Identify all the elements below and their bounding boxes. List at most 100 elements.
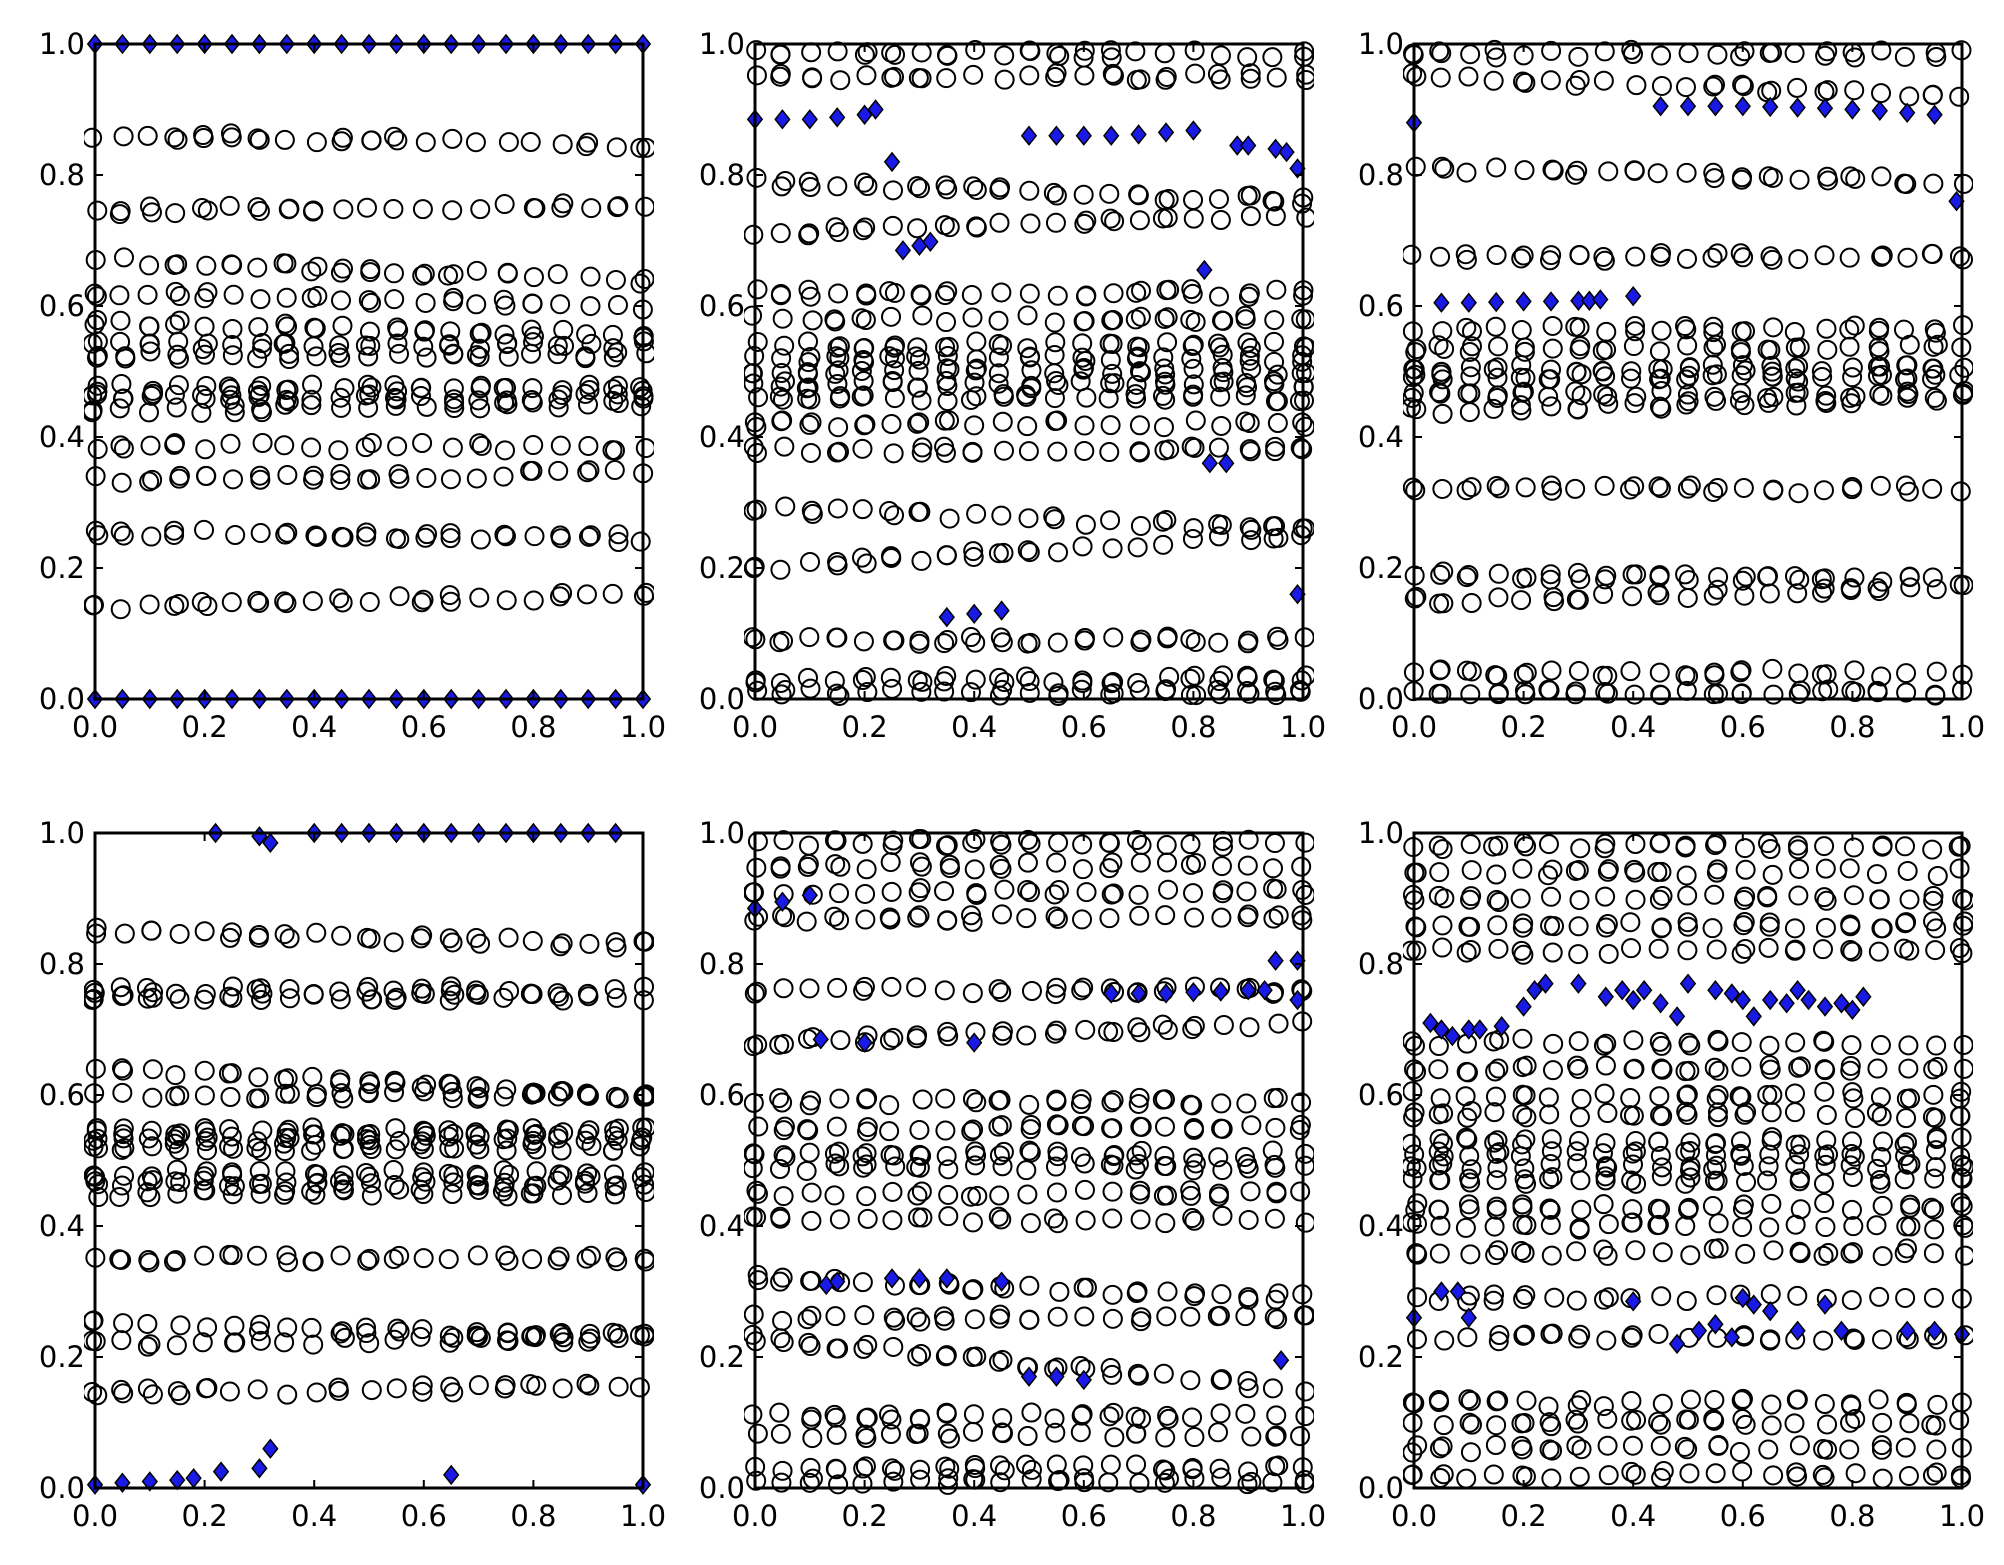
circle-marker xyxy=(384,289,405,310)
y-tick-label: 0.2 xyxy=(1358,551,1404,585)
circle-marker xyxy=(1102,852,1123,873)
diamond-marker xyxy=(1433,292,1450,313)
circle-marker xyxy=(1265,1426,1286,1447)
circle-marker xyxy=(1789,1241,1810,1262)
circle-marker xyxy=(1072,909,1093,930)
circle-marker xyxy=(1046,370,1067,391)
circle-marker xyxy=(1788,371,1809,392)
circle-marker xyxy=(935,337,956,358)
circle-marker xyxy=(1239,517,1260,538)
circle-marker xyxy=(1651,75,1672,96)
circle-marker xyxy=(470,529,491,550)
x-tick-label: 0.0 xyxy=(732,1499,778,1533)
circle-marker xyxy=(389,1245,410,1266)
circle-marker xyxy=(1759,1055,1780,1076)
circle-marker xyxy=(1486,1170,1507,1191)
circle-marker xyxy=(910,284,931,305)
circle-marker xyxy=(1762,249,1783,270)
circle-marker xyxy=(799,414,820,435)
circle-marker xyxy=(1758,937,1779,958)
circle-marker xyxy=(1703,322,1724,343)
circle-marker xyxy=(112,1082,133,1103)
circle-marker xyxy=(1126,1423,1147,1444)
circle-marker xyxy=(415,527,436,548)
circle-marker xyxy=(84,1382,103,1403)
circle-marker xyxy=(1787,1285,1808,1306)
circle-marker xyxy=(1235,1403,1256,1424)
circle-marker xyxy=(607,1323,628,1344)
circle-marker xyxy=(1049,1281,1070,1302)
circle-marker xyxy=(1019,65,1040,86)
circle-marker xyxy=(416,1074,437,1095)
circle-marker xyxy=(961,1121,982,1142)
circle-marker xyxy=(164,434,185,455)
circle-marker xyxy=(1046,852,1067,873)
circle-marker xyxy=(1735,1243,1756,1264)
y-tick-label: 0.8 xyxy=(699,158,745,192)
circle-marker xyxy=(1019,882,1040,903)
diamond-marker xyxy=(1926,104,1943,125)
circle-marker xyxy=(603,379,624,400)
circle-marker xyxy=(494,324,515,345)
circle-marker xyxy=(879,500,900,521)
diamond-marker xyxy=(1537,973,1554,994)
circle-marker xyxy=(1871,1146,1892,1167)
circle-marker xyxy=(1568,1058,1589,1079)
circle-marker xyxy=(1817,166,1838,187)
circle-marker xyxy=(988,333,1009,354)
circle-marker xyxy=(331,397,352,418)
circle-marker xyxy=(1045,984,1066,1005)
circle-marker xyxy=(1542,1323,1563,1344)
circle-marker xyxy=(1843,885,1864,906)
circle-marker xyxy=(383,1249,404,1270)
circle-marker xyxy=(744,627,763,648)
circle-marker xyxy=(194,288,215,309)
circle-marker xyxy=(1207,64,1228,85)
circle-marker xyxy=(826,1338,847,1359)
circle-marker xyxy=(1812,939,1833,960)
circle-marker xyxy=(608,196,629,217)
circle-marker xyxy=(1733,915,1754,936)
circle-marker xyxy=(800,442,821,463)
circle-marker xyxy=(1730,1145,1751,1166)
circle-marker xyxy=(1732,1199,1753,1220)
circle-marker xyxy=(1155,905,1176,926)
circle-marker xyxy=(911,1145,932,1166)
circle-marker xyxy=(333,1173,354,1194)
circle-marker xyxy=(249,129,270,150)
circle-marker xyxy=(1788,684,1809,705)
circle-marker xyxy=(1429,1392,1450,1413)
circle-marker xyxy=(1102,1308,1123,1329)
circle-marker xyxy=(1240,68,1261,89)
x-tick-label: 0.6 xyxy=(1061,710,1107,744)
circle-marker xyxy=(988,373,1009,394)
circle-marker xyxy=(1900,577,1921,598)
circle-marker xyxy=(110,977,131,998)
circle-marker xyxy=(879,1121,900,1142)
circle-marker xyxy=(497,1322,518,1343)
plot-area xyxy=(84,33,654,710)
circle-marker xyxy=(1516,836,1537,857)
circle-marker xyxy=(222,254,243,275)
circle-marker xyxy=(576,1248,597,1269)
circle-marker xyxy=(1072,859,1093,880)
circle-marker xyxy=(1238,630,1259,651)
circle-marker xyxy=(578,132,599,153)
circle-marker xyxy=(909,633,930,654)
circle-marker xyxy=(142,1087,163,1108)
circle-marker xyxy=(1843,837,1864,858)
circle-marker xyxy=(796,911,817,932)
circle-marker xyxy=(1210,386,1231,407)
circle-marker xyxy=(1867,1058,1888,1079)
circle-marker xyxy=(576,136,597,157)
circle-marker xyxy=(1182,883,1203,904)
circle-marker xyxy=(1019,180,1040,201)
circle-marker xyxy=(635,196,654,217)
circle-marker xyxy=(137,1378,158,1399)
circle-marker xyxy=(1460,366,1481,387)
circle-marker xyxy=(87,439,108,460)
circle-marker xyxy=(1184,907,1205,928)
circle-marker xyxy=(1896,1108,1917,1129)
circle-marker xyxy=(1073,1455,1094,1476)
